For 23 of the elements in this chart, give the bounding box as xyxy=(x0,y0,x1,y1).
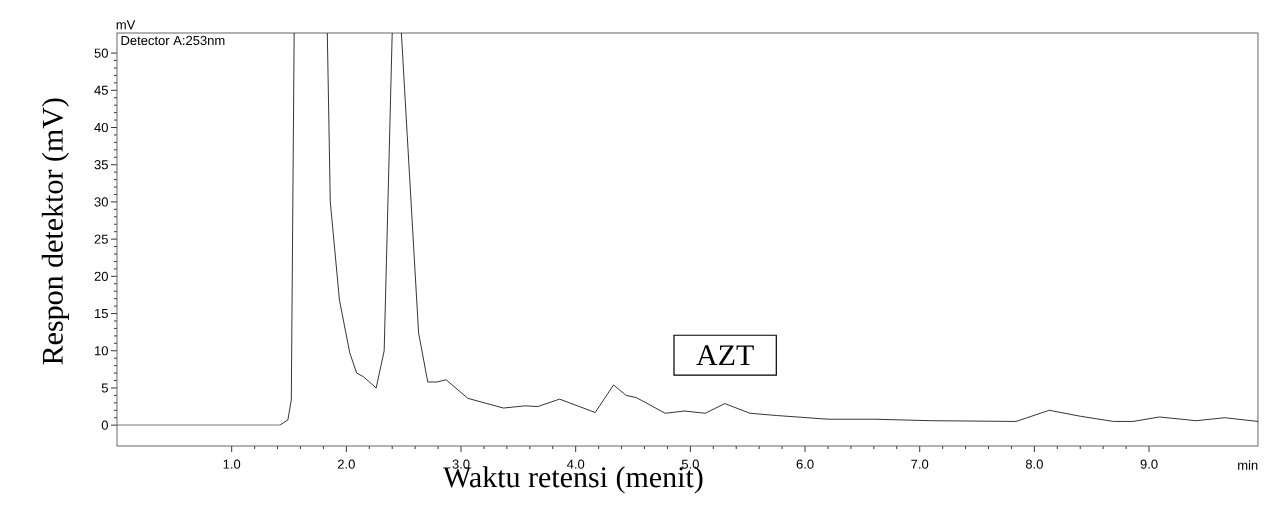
y-tick-label: 35 xyxy=(94,160,108,170)
x-tick-label: 4.0 xyxy=(566,459,585,469)
y-tick-label: 40 xyxy=(94,122,108,133)
x-tick-label: 1.0 xyxy=(223,459,241,469)
x-tick-label: 8.0 xyxy=(1025,459,1043,469)
y-tick-label: 10 xyxy=(95,346,108,356)
annotation: AZT xyxy=(696,345,754,366)
y-tick-label: 15 xyxy=(95,309,108,319)
y-tick-label: 50 xyxy=(94,48,108,58)
y-axis-title: Respon detektor (mV) xyxy=(41,98,69,365)
y-tick-label: 0 xyxy=(101,420,108,430)
y-tick-label: 20 xyxy=(94,271,108,281)
y-tick-label: 30 xyxy=(94,197,108,207)
x-tick-label: 9.0 xyxy=(1140,459,1158,469)
y-tick-label: 25 xyxy=(94,234,108,244)
x-tick-label: 2.0 xyxy=(337,459,355,469)
annotation: Detector A:253nm xyxy=(121,35,225,46)
x-tick-label: 6.0 xyxy=(796,459,814,469)
y-tick-label: 5 xyxy=(101,383,108,393)
y-tick-label: 45 xyxy=(94,85,108,95)
x-tick-label: 7.0 xyxy=(911,459,929,469)
text: mV xyxy=(116,20,136,30)
text: min xyxy=(1238,460,1258,470)
